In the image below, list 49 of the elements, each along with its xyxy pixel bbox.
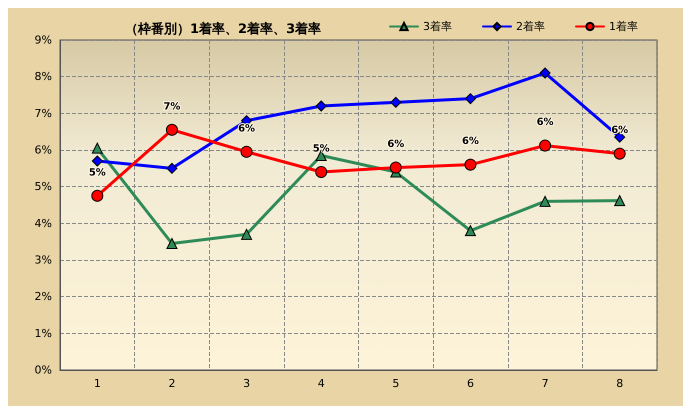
y-tick-label: 2% xyxy=(34,290,52,304)
legend-label: 1着率 xyxy=(609,20,638,33)
point xyxy=(540,68,551,78)
data-label: 6% xyxy=(462,136,479,148)
point xyxy=(92,156,103,166)
point xyxy=(166,124,178,136)
point xyxy=(92,142,103,154)
point xyxy=(166,238,178,249)
y-tick-label: 7% xyxy=(34,106,52,120)
data-label: 6% xyxy=(387,139,404,150)
data-label: 6% xyxy=(238,123,256,134)
legend-label: 2着率 xyxy=(516,20,546,33)
x-tick-label: 4 xyxy=(318,377,325,390)
y-tick-label: 3% xyxy=(34,254,52,266)
x-tick-label: 5 xyxy=(392,377,400,390)
y-tick-label: 9% xyxy=(34,34,52,46)
data-label: 5% xyxy=(88,167,106,178)
point xyxy=(614,148,626,160)
point xyxy=(540,196,551,207)
point xyxy=(241,228,252,240)
y-tick-label: 1% xyxy=(34,326,52,340)
point xyxy=(464,225,476,236)
x-tick-label: 7 xyxy=(542,377,549,390)
data-label: 5% xyxy=(312,144,330,154)
point xyxy=(166,162,178,174)
chart-title: （枠番別）1着率、2着率、3着率 xyxy=(125,21,322,37)
y-tick-label: 8% xyxy=(34,70,52,84)
x-tick-label: 8 xyxy=(616,377,624,390)
x-tick-label: 6 xyxy=(466,377,474,390)
point xyxy=(91,190,104,202)
point xyxy=(464,93,476,104)
point xyxy=(614,195,626,206)
y-tick-label: 6% xyxy=(34,144,52,156)
point xyxy=(464,158,476,171)
legend-label: 3着率 xyxy=(423,20,452,33)
y-tick-label: 0% xyxy=(34,364,52,376)
point xyxy=(539,140,552,152)
point xyxy=(315,166,328,178)
y-tick-label: 4% xyxy=(34,216,52,230)
x-tick-label: 1 xyxy=(94,377,101,390)
point xyxy=(390,96,402,108)
data-label: 6% xyxy=(536,117,554,128)
y-tick-label: 5% xyxy=(34,180,52,194)
point xyxy=(390,162,402,174)
x-tick-label: 3 xyxy=(243,377,250,390)
point xyxy=(316,100,327,112)
data-label: 7% xyxy=(163,101,180,112)
x-tick-label: 2 xyxy=(168,377,176,390)
point xyxy=(240,146,253,158)
